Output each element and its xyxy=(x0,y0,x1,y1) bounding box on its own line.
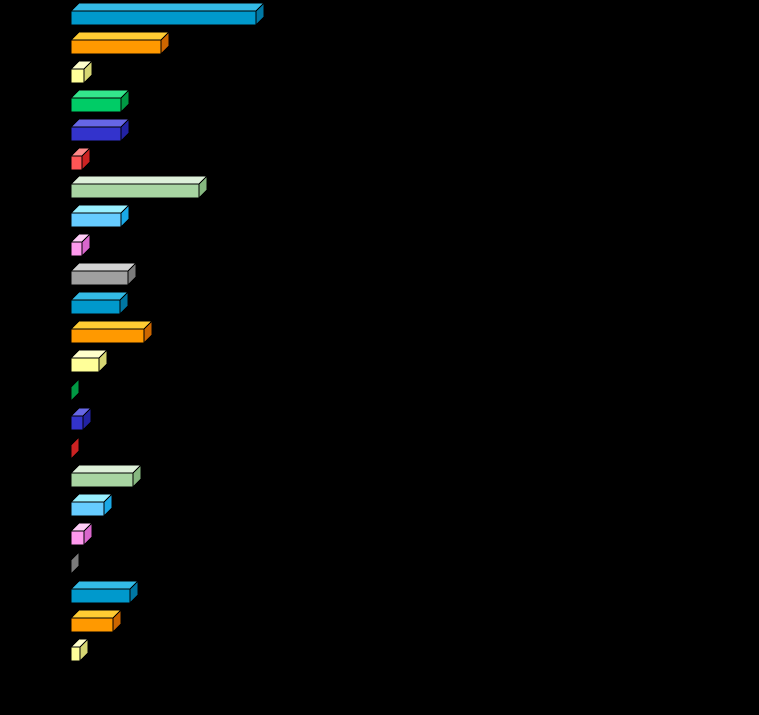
bar-top-face xyxy=(69,320,154,330)
bar-top-face xyxy=(69,2,266,12)
bar-front-face xyxy=(70,155,83,170)
bar-20 xyxy=(70,550,82,576)
bar-front-face xyxy=(70,472,134,488)
bar-top-face xyxy=(69,262,138,272)
bar-front-face xyxy=(70,68,85,84)
bar-front-face xyxy=(70,328,145,344)
bar-front-face xyxy=(70,617,114,633)
bar-13 xyxy=(69,348,110,374)
bar-front-face xyxy=(70,241,83,257)
bar-top-face xyxy=(69,609,123,619)
bar-front-face xyxy=(70,588,131,604)
bar-19 xyxy=(69,521,95,547)
bar-22 xyxy=(69,608,124,634)
bar-10 xyxy=(69,261,139,287)
bar-front-face xyxy=(70,357,100,373)
bar-top-face xyxy=(69,204,131,214)
bar-top-face xyxy=(69,89,131,99)
bar-front-face xyxy=(70,299,121,315)
bar-front-face xyxy=(70,212,122,228)
bar-top-face xyxy=(69,493,114,503)
bar-top-face xyxy=(69,175,209,185)
bar-front-face xyxy=(70,39,162,55)
bar-front-face xyxy=(70,10,257,26)
bar-top-face xyxy=(69,464,143,474)
bar-front-face xyxy=(70,530,85,546)
bar-top-face xyxy=(69,580,140,590)
bar-9 xyxy=(69,232,93,258)
bar-front-face xyxy=(70,97,122,113)
bar-2 xyxy=(69,30,172,56)
bar-top-face xyxy=(69,291,130,301)
bar-front-face xyxy=(70,501,105,517)
bar-5 xyxy=(69,117,132,143)
bar-23 xyxy=(69,637,91,663)
bar-6 xyxy=(69,146,93,172)
bar-18 xyxy=(69,492,115,518)
bar-17 xyxy=(69,463,144,489)
bar-top-face xyxy=(70,551,80,561)
bar-front-face xyxy=(70,270,129,286)
bar-top-face xyxy=(69,31,171,41)
bar-top-face xyxy=(70,436,80,445)
bar-front-face xyxy=(70,415,84,431)
bar-front-face xyxy=(70,126,122,142)
bar-15 xyxy=(69,406,94,432)
bar-1 xyxy=(69,1,267,27)
bar-top-face xyxy=(70,378,80,388)
bar-top-face xyxy=(69,118,131,128)
bar-7 xyxy=(69,174,210,200)
bar-8 xyxy=(69,203,132,229)
bar-16 xyxy=(70,435,82,461)
bar-3 xyxy=(69,59,95,85)
bar-21 xyxy=(69,579,141,605)
bar-4 xyxy=(69,88,132,114)
bar-14 xyxy=(70,377,82,403)
bar-front-face xyxy=(70,183,200,199)
bar-front-face xyxy=(70,646,81,662)
bar-12 xyxy=(69,319,155,345)
bar-11 xyxy=(69,290,131,316)
